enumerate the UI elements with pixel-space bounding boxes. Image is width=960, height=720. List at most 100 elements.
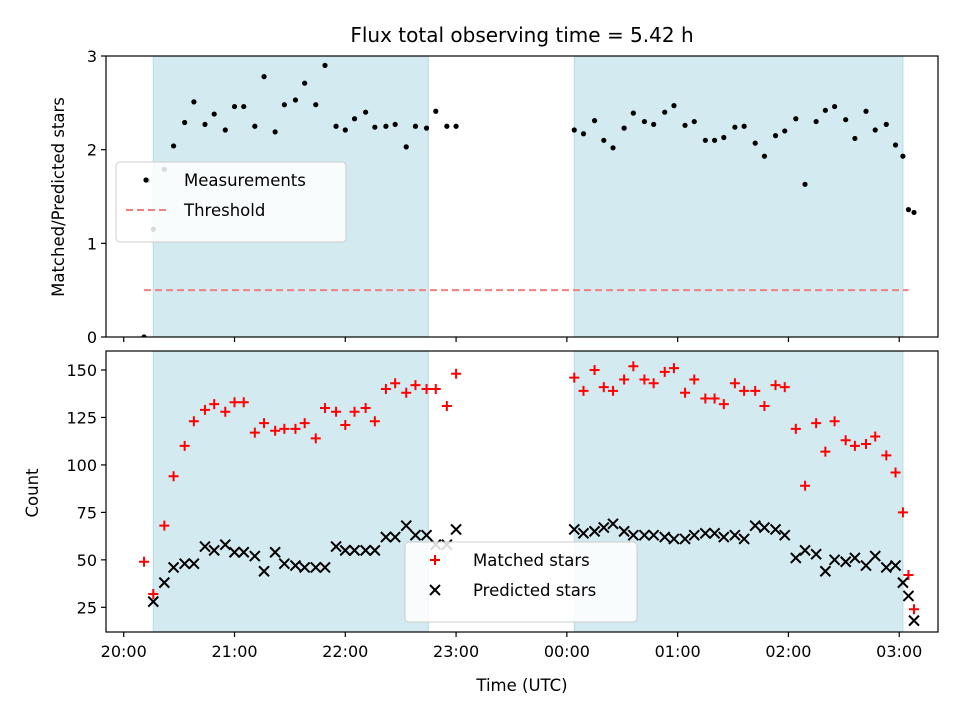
data-point-matched-stars-4 [179,440,190,451]
data-point-predicted-stars-11 [258,565,270,577]
data-point-predicted-stars-33 [588,525,601,538]
data-point-predicted-stars-60 [860,559,872,572]
y-tick-label-1-0: 25 [77,598,97,617]
legend-label-predicted-stars: Predicted stars [473,581,596,600]
data-point-measurements-9 [222,127,228,133]
y-tick-label-1-5: 150 [66,361,97,380]
data-point-predicted-stars-13 [278,557,291,570]
y-tick-label-0-3: 3 [87,47,97,66]
data-point-matched-stars-5 [188,416,199,427]
data-point-measurements-40 [641,118,648,125]
data-point-matched-stars-22 [360,402,371,413]
data-point-predicted-stars-24 [389,531,401,543]
data-point-predicted-stars-21 [359,544,372,557]
legend-1: Matched stars Predicted stars [404,541,638,623]
data-point-predicted-stars-26 [409,529,422,541]
data-point-measurements-49 [732,124,738,130]
data-point-predicted-stars-23 [380,531,392,543]
data-point-predicted-stars-37 [627,529,640,541]
data-point-measurements-66 [900,153,906,159]
data-point-predicted-stars-51 [769,523,782,536]
data-point-predicted-stars-2 [167,561,180,574]
data-point-predicted-stars-59 [849,552,861,564]
data-point-predicted-stars-12 [269,546,281,558]
data-point-matched-stars-58 [829,416,840,427]
data-point-matched-stars-18 [319,402,330,413]
data-point-matched-stars-20 [340,420,351,431]
data-point-matched-stars-29 [430,383,441,394]
data-point-measurements-52 [761,153,768,159]
legend-box-0 [115,161,347,243]
series-matched-stars [139,361,919,615]
data-point-matched-stars-40 [648,378,659,389]
data-point-measurements-10 [231,103,238,110]
data-point-matched-stars-38 [628,361,639,372]
data-point-matched-stars-28 [421,383,432,394]
data-point-matched-stars-57 [820,446,831,457]
top-panel: 0 1 2 3 Measurements Threshold [87,47,939,347]
data-point-measurements-38 [621,125,627,131]
data-point-matched-stars-42 [668,363,679,374]
data-point-matched-stars-37 [619,374,630,385]
data-point-matched-stars-64 [890,467,901,478]
data-point-predicted-stars-50 [758,521,771,534]
data-point-predicted-stars-42 [679,533,691,545]
data-point-predicted-stars-54 [799,544,811,557]
data-point-predicted-stars-3 [178,557,191,570]
data-point-measurements-15 [281,102,287,108]
data-point-matched-stars-33 [578,385,589,396]
data-point-predicted-stars-32 [577,527,590,539]
data-point-measurements-56 [802,181,808,187]
data-point-matched-stars-45 [700,393,711,404]
data-point-matched-stars-65 [897,507,908,518]
data-point-matched-stars-36 [608,385,619,396]
data-point-predicted-stars-19 [339,544,352,557]
data-point-matched-stars-49 [739,385,750,396]
data-point-matched-stars-43 [680,387,691,398]
data-point-matched-stars-32 [569,372,580,383]
data-point-predicted-stars-5 [199,540,211,553]
data-point-measurements-46 [702,137,708,143]
data-point-measurements-44 [682,122,688,128]
y-tick-label-1-3: 100 [66,456,97,475]
data-point-matched-stars-9 [229,397,240,408]
data-point-predicted-stars-66 [908,614,920,627]
data-point-predicted-stars-27 [420,529,433,541]
x-tick-label-2: 22:00 [322,642,368,661]
data-point-measurements-23 [363,109,369,115]
data-point-matched-stars-12 [259,418,270,429]
data-point-measurements-6 [191,99,197,105]
data-point-measurements-65 [892,142,899,148]
plot-frame-0 [105,55,939,338]
legend-marker-measurements [143,177,149,183]
data-point-measurements-35 [591,118,598,124]
data-point-measurements-41 [651,121,657,127]
data-point-measurements-42 [662,109,668,115]
data-point-predicted-stars-18 [330,540,342,553]
chart-title: Flux total observing time = 5.42 h [350,23,693,47]
data-point-matched-stars-27 [410,380,421,391]
data-point-matched-stars-53 [779,382,790,393]
data-point-matched-stars-61 [860,439,871,450]
data-point-matched-stars-55 [800,480,811,491]
data-point-measurements-57 [813,118,819,125]
data-point-predicted-stars-30 [450,523,462,536]
x-tick-label-0: 20:00 [101,642,147,661]
data-point-measurements-29 [423,125,430,131]
data-point-matched-stars-14 [279,423,290,434]
data-point-measurements-59 [832,103,838,110]
data-point-matched-stars-44 [689,374,700,385]
data-point-predicted-stars-56 [819,565,832,577]
data-point-measurements-68 [911,209,917,216]
data-point-matched-stars-11 [249,427,260,438]
data-point-measurements-20 [333,123,339,129]
data-point-measurements-4 [170,143,177,149]
series-measurements [141,62,917,337]
data-point-predicted-stars-1 [158,576,171,589]
y-axis-label-bottom: Count [23,468,42,518]
x-axis-label: Time (UTC) [475,676,567,695]
data-point-matched-stars-52 [770,380,781,391]
data-point-predicted-stars-65 [902,590,915,602]
data-point-measurements-30 [433,108,439,114]
data-point-measurements-48 [721,134,727,141]
